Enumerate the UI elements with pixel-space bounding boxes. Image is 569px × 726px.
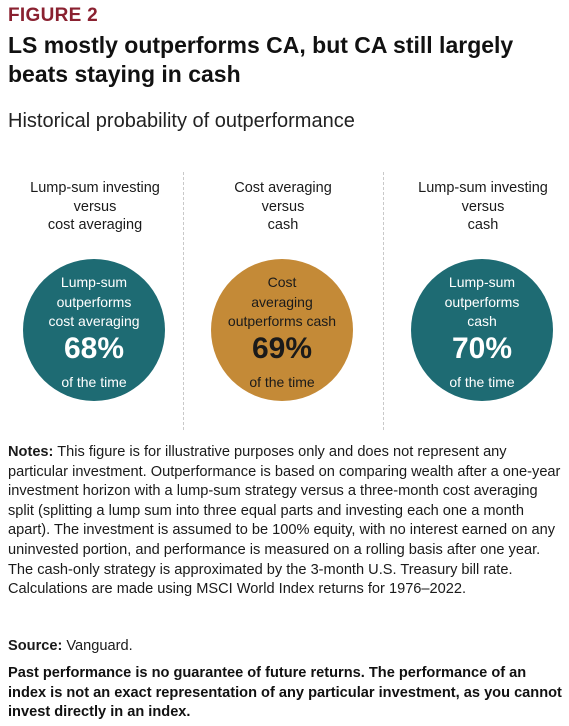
source-line: Source: Vanguard. [8,638,133,654]
panel-divider [383,172,384,430]
panel-heading-line: versus [261,198,305,215]
panel-heading-line: versus [73,198,117,215]
panel-ls-vs-ca: Lump-sum investing versus cost averaging… [0,172,190,432]
panel-heading-line: Lump-sum investing [30,180,160,196]
notes-label: Notes: [8,444,54,460]
panel-heading: Cost averaging versus cash [188,179,378,235]
circle-text-line: outperforms [444,293,520,310]
circle-text-line: outperforms [56,293,132,310]
circle-footer: of the time [249,374,315,390]
outperformance-circle: Lump-sum outperforms cash 70% of the tim… [411,259,553,401]
panel-heading-line: cash [267,217,299,233]
source-label: Source: [8,638,63,654]
notes-text: This figure is for illustrative purposes… [8,444,561,598]
panel-ca-vs-cash: Cost averaging versus cash Cost averagin… [188,172,378,432]
circle-description: Cost averaging outperforms cash [219,273,345,332]
circle-description: Lump-sum outperforms cost averaging [31,273,157,332]
circle-footer: of the time [449,374,515,390]
circle-text-line: Cost [267,274,297,290]
panel-heading-line: Lump-sum investing [418,180,548,196]
panel-divider [183,172,184,430]
percent-value: 70% [451,332,513,365]
panel-heading-line: cash [467,217,499,233]
circle-text-line: cash [467,313,497,329]
panel-heading: Lump-sum investing versus cost averaging [0,179,190,235]
percent-value: 68% [63,332,125,365]
circle-text-line: averaging [251,293,313,310]
outperformance-circle: Cost averaging outperforms cash 69% of t… [211,259,353,401]
performance-disclaimer: Past performance is no guarantee of futu… [8,665,562,721]
circle-text-line: outperforms cash [227,313,337,329]
circle-text-line: Lump-sum [448,274,516,290]
panel-ls-vs-cash: Lump-sum investing versus cash Lump-sum … [388,172,569,432]
chart-subtitle: Historical probability of outperformance [8,110,355,132]
notes-paragraph: Notes: This figure is for illustrative p… [8,443,564,600]
comparison-panels: Lump-sum investing versus cost averaging… [0,172,569,432]
percent-value: 69% [251,332,313,365]
circle-text-line: Lump-sum [60,274,128,290]
panel-heading-line: Cost averaging [234,180,332,196]
circle-description: Lump-sum outperforms cash [419,273,545,332]
panel-heading: Lump-sum investing versus cash [388,179,569,235]
panel-heading-line: cost averaging [47,217,143,233]
panel-heading-line: versus [461,198,505,215]
outperformance-circle: Lump-sum outperforms cost averaging 68% … [23,259,165,401]
circle-footer: of the time [61,374,127,390]
chart-title: LS mostly outperforms CA, but CA still l… [8,32,514,87]
source-text: Vanguard. [62,638,133,654]
circle-text-line: cost averaging [48,313,140,329]
figure-label: FIGURE 2 [8,5,99,26]
